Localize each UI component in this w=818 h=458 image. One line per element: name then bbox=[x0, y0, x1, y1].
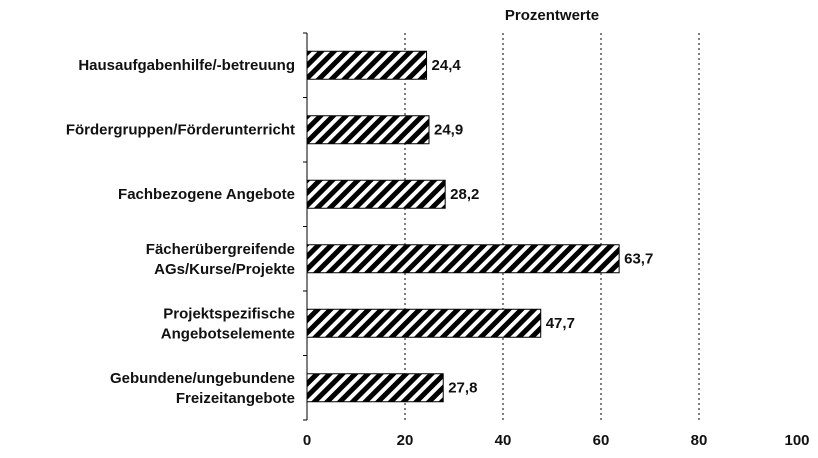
x-tick-label: 100 bbox=[784, 432, 809, 449]
value-label: 24,4 bbox=[432, 57, 462, 74]
x-tick-label: 60 bbox=[593, 432, 610, 449]
value-label: 63,7 bbox=[624, 251, 653, 268]
x-tick-label: 40 bbox=[495, 432, 512, 449]
y-tick-label: Fördergruppen/Förderunterricht bbox=[66, 122, 295, 139]
bar bbox=[306, 308, 542, 338]
x-tick-label: 80 bbox=[691, 432, 708, 449]
x-tick-label: 0 bbox=[303, 432, 311, 449]
bar bbox=[306, 115, 430, 145]
bar bbox=[306, 373, 444, 403]
value-label: 24,9 bbox=[434, 122, 463, 139]
value-label: 27,8 bbox=[448, 380, 477, 397]
bar bbox=[306, 244, 620, 274]
y-tick-label: Hausaufgabenhilfe/-betreuung bbox=[78, 57, 295, 74]
x-tick-label: 20 bbox=[397, 432, 414, 449]
y-tick-label: Fachbezogene Angebote bbox=[118, 186, 295, 203]
bar bbox=[306, 179, 446, 209]
y-tick-label: Gebundene/ungebundene Freizeitangebote bbox=[110, 370, 295, 407]
bar bbox=[306, 50, 428, 80]
chart-title: Prozentwerte bbox=[505, 7, 599, 24]
y-tick-label: Fächerübergreifende AGs/Kurse/Projekte bbox=[146, 241, 295, 278]
y-tick-label: Projektspezifische Angebotselemente bbox=[161, 305, 295, 342]
value-label: 28,2 bbox=[450, 186, 479, 203]
value-label: 47,7 bbox=[546, 315, 575, 332]
